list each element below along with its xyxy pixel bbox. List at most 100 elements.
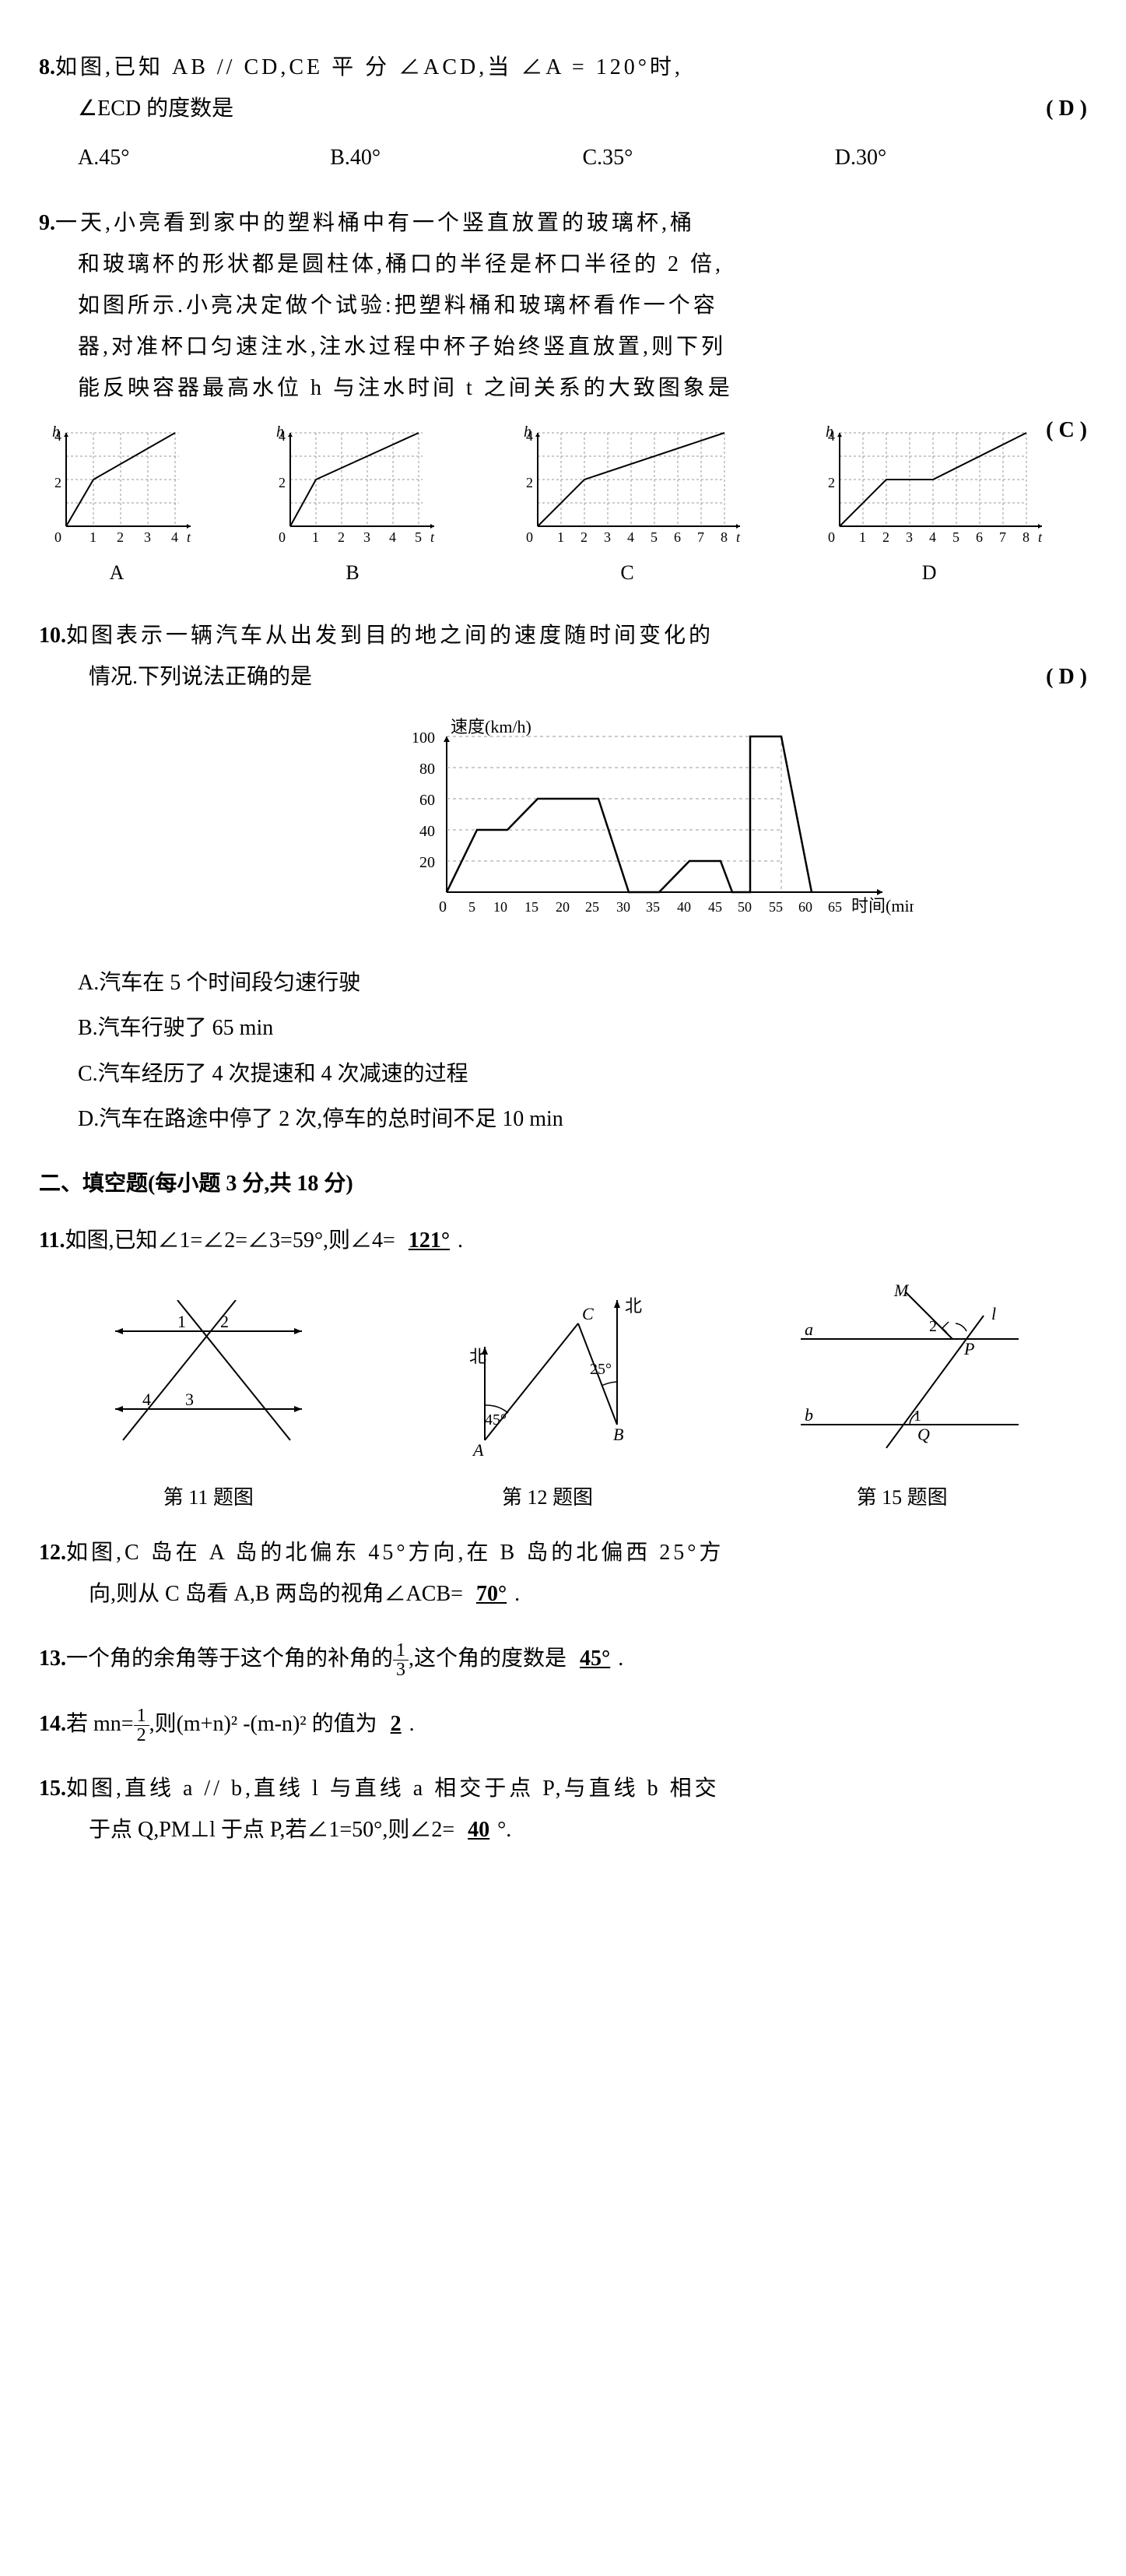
svg-text:100: 100 bbox=[412, 729, 435, 747]
q12-line2: 向,则从 C 岛看 A,B 两岛的视角∠ACB= 70°. bbox=[39, 1573, 1087, 1615]
svg-text:80: 80 bbox=[419, 761, 435, 778]
svg-text:0: 0 bbox=[828, 529, 835, 545]
q15-answer: 40 bbox=[460, 1818, 497, 1842]
q8-text2: ∠ECD 的度数是 bbox=[78, 97, 233, 121]
q9-graph-c: h 4 2 0 1 2 3 4 5 6 7 8 t C bbox=[510, 425, 744, 592]
svg-text:30: 30 bbox=[616, 899, 630, 915]
q9-number: 9. bbox=[39, 211, 55, 235]
q13-fraction: 13 bbox=[393, 1641, 409, 1679]
figure-11: 1 2 4 3 第 11 题图 bbox=[100, 1300, 317, 1516]
q9-line5: 能反映容器最高水位 h 与注水时间 t 之间关系的大致图象是 bbox=[39, 367, 1087, 409]
svg-text:25°: 25° bbox=[590, 1361, 612, 1378]
q14-text-pre: 若 mn= bbox=[66, 1712, 134, 1736]
fig12-caption: 第 12 题图 bbox=[438, 1478, 656, 1516]
svg-text:3: 3 bbox=[185, 1390, 194, 1409]
q14-number: 14. bbox=[39, 1712, 66, 1736]
svg-text:时间(min): 时间(min) bbox=[851, 896, 914, 915]
q10-answer: ( D ) bbox=[1046, 656, 1087, 698]
svg-text:C: C bbox=[582, 1304, 594, 1323]
q9-label-d: D bbox=[812, 554, 1046, 592]
svg-text:45: 45 bbox=[708, 899, 722, 915]
q9-line3: 如图所示.小亮决定做个试验:把塑料桶和玻璃杯看作一个容 bbox=[39, 285, 1087, 326]
q10-choice-a: A.汽车在 5 个时间段匀速行驶 bbox=[78, 962, 1087, 1003]
svg-text:2: 2 bbox=[54, 475, 61, 490]
svg-text:1: 1 bbox=[859, 529, 866, 545]
q10-line1: 10.如图表示一辆汽车从出发到目的地之间的速度随时间变化的 bbox=[39, 615, 1087, 656]
svg-text:10: 10 bbox=[493, 899, 507, 915]
svg-text:7: 7 bbox=[999, 529, 1006, 545]
q9-label-b: B bbox=[263, 554, 442, 592]
svg-text:B: B bbox=[613, 1425, 623, 1444]
q9-text1: 一天,小亮看到家中的塑料桶中有一个竖直放置的玻璃杯,桶 bbox=[55, 211, 695, 235]
q10-text2: 情况.下列说法正确的是 bbox=[89, 665, 312, 689]
svg-text:北: 北 bbox=[625, 1296, 642, 1316]
svg-text:1: 1 bbox=[557, 529, 564, 545]
q15-line2: 于点 Q,PM⊥l 于点 P,若∠1=50°,则∠2= 40°. bbox=[39, 1809, 1087, 1850]
svg-text:45°: 45° bbox=[485, 1411, 507, 1429]
svg-text:4: 4 bbox=[389, 529, 396, 545]
svg-text:20: 20 bbox=[419, 854, 435, 871]
svg-text:2: 2 bbox=[828, 475, 835, 490]
svg-text:2: 2 bbox=[117, 529, 124, 545]
q8-line2: ∠ECD 的度数是 ( D ) bbox=[39, 88, 1087, 129]
q9-graph-a-svg: h 4 2 0 1 2 3 4 t bbox=[39, 425, 195, 550]
section2-header: 二、填空题(每小题 3 分,共 18 分) bbox=[39, 1163, 1087, 1204]
q14-text-mid: ,则(m+n)² -(m-n)² 的值为 bbox=[149, 1712, 377, 1736]
q10-line2: 情况.下列说法正确的是 ( D ) bbox=[39, 656, 1087, 698]
svg-text:35: 35 bbox=[646, 899, 660, 915]
q9-graphs: h 4 2 0 1 2 3 4 t A bbox=[39, 425, 1046, 592]
svg-text:60: 60 bbox=[798, 899, 812, 915]
q9-answer: ( C ) bbox=[1046, 409, 1087, 451]
q11-text: 如图,已知∠1=∠2=∠3=59°,则∠4= bbox=[65, 1228, 395, 1253]
figure-15-svg: a b l M P Q 2 1 bbox=[777, 1284, 1026, 1456]
svg-text:40: 40 bbox=[677, 899, 691, 915]
q10-chart: 速度(km/h) 100 80 60 40 20 0 5 10 15 20 25… bbox=[213, 713, 914, 947]
q9-line4: 器,对准杯口匀速注水,注水过程中杯子始终竖直放置,则下列 bbox=[39, 326, 1087, 367]
svg-text:8: 8 bbox=[1023, 529, 1030, 545]
svg-text:7: 7 bbox=[697, 529, 704, 545]
question-14: 14.若 mn=12,则(m+n)² -(m-n)² 的值为 2. bbox=[39, 1703, 1087, 1745]
svg-text:2: 2 bbox=[279, 475, 286, 490]
svg-text:3: 3 bbox=[604, 529, 611, 545]
svg-text:0: 0 bbox=[54, 529, 61, 545]
q10-number: 10. bbox=[39, 624, 66, 648]
svg-text:50: 50 bbox=[738, 899, 752, 915]
question-12: 12.如图,C 岛在 A 岛的北偏东 45°方向,在 B 岛的北偏西 25°方 … bbox=[39, 1532, 1087, 1615]
svg-text:55: 55 bbox=[769, 899, 783, 915]
question-10: 10.如图表示一辆汽车从出发到目的地之间的速度随时间变化的 情况.下列说法正确的… bbox=[39, 615, 1087, 1140]
q8-choices: A.45° B.40° C.35° D.30° bbox=[39, 137, 1087, 178]
q14-num: 1 bbox=[134, 1706, 149, 1726]
q9-line2: 和玻璃杯的形状都是圆柱体,桶口的半径是杯口半径的 2 倍, bbox=[39, 244, 1087, 285]
q11-number: 11. bbox=[39, 1228, 65, 1253]
svg-text:5: 5 bbox=[415, 529, 422, 545]
svg-text:4: 4 bbox=[828, 428, 835, 444]
fig11-caption: 第 11 题图 bbox=[100, 1478, 317, 1516]
q11-period: . bbox=[458, 1228, 463, 1253]
figure-12-svg: 北 A 45° 北 B 25° C bbox=[438, 1284, 656, 1456]
q13-number: 13. bbox=[39, 1646, 66, 1671]
svg-text:M: M bbox=[893, 1284, 910, 1300]
q13-text-pre: 一个角的余角等于这个角的补角的 bbox=[66, 1646, 393, 1671]
svg-text:2: 2 bbox=[220, 1312, 229, 1331]
q8-choice-c: C.35° bbox=[583, 137, 835, 178]
q14-den: 2 bbox=[134, 1726, 149, 1745]
q9-label-c: C bbox=[510, 554, 744, 592]
svg-text:t: t bbox=[736, 529, 741, 545]
svg-text:6: 6 bbox=[976, 529, 983, 545]
q9-graph-d: h 4 2 0 1 2 3 4 5 6 7 8 t D bbox=[812, 425, 1046, 592]
svg-text:P: P bbox=[963, 1339, 974, 1358]
q8-line1: 8.如图,已知 AB // CD,CE 平 分 ∠ACD,当 ∠A = 120°… bbox=[39, 47, 1087, 88]
svg-text:5: 5 bbox=[468, 899, 475, 915]
svg-text:1: 1 bbox=[312, 529, 319, 545]
svg-text:a: a bbox=[805, 1320, 813, 1339]
svg-text:0: 0 bbox=[279, 529, 286, 545]
question-9: 9.一天,小亮看到家中的塑料桶中有一个竖直放置的玻璃杯,桶 和玻璃杯的形状都是圆… bbox=[39, 202, 1087, 592]
svg-text:l: l bbox=[991, 1304, 996, 1323]
q10-text1: 如图表示一辆汽车从出发到目的地之间的速度随时间变化的 bbox=[66, 624, 714, 648]
q15-text2: 于点 Q,PM⊥l 于点 P,若∠1=50°,则∠2= bbox=[89, 1818, 454, 1842]
question-15: 15.如图,直线 a // b,直线 l 与直线 a 相交于点 P,与直线 b … bbox=[39, 1768, 1087, 1850]
svg-text:1: 1 bbox=[89, 529, 96, 545]
svg-text:2: 2 bbox=[526, 475, 533, 490]
svg-text:2: 2 bbox=[882, 529, 889, 545]
svg-text:2: 2 bbox=[929, 1318, 937, 1335]
